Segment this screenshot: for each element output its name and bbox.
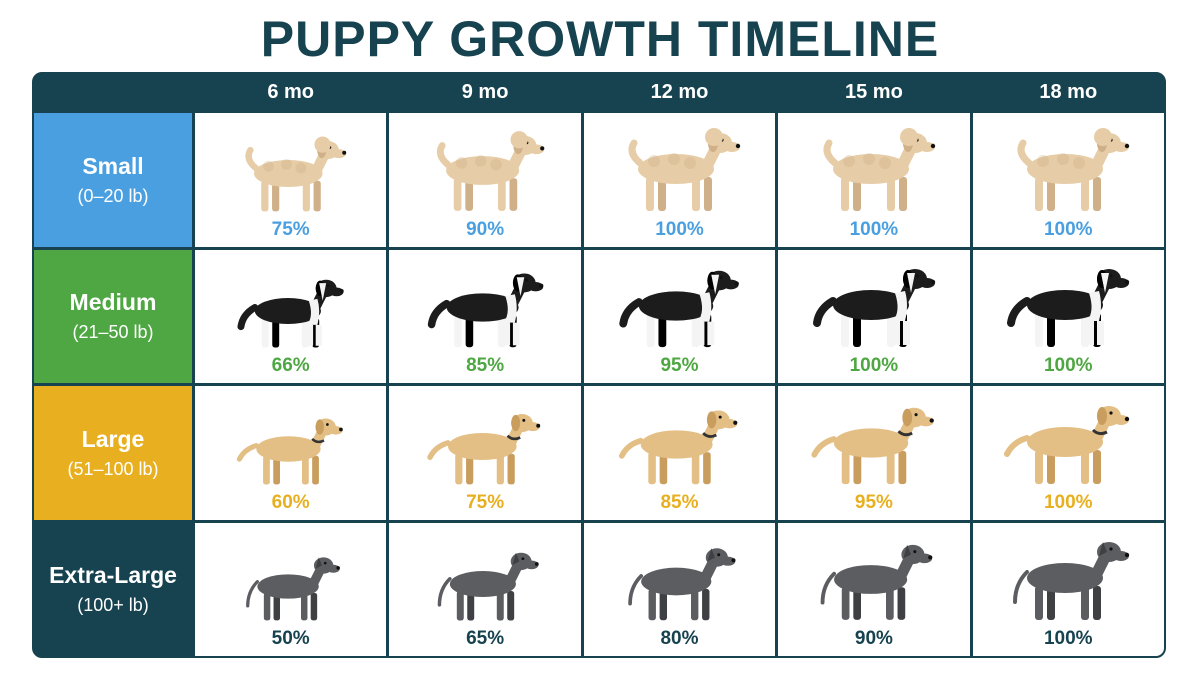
growth-percent: 65%: [466, 628, 505, 649]
growth-percent: 100%: [849, 218, 899, 240]
growth-cell-large-15mo: 95%: [778, 386, 970, 520]
weight-range: (21–50 lb): [72, 322, 154, 343]
growth-percent: 95%: [854, 491, 893, 513]
column-header-12mo: 12 mo: [583, 74, 776, 110]
border-collie-dog-icon: [1003, 259, 1133, 351]
poodle-mix-dog-icon: [423, 126, 548, 215]
row-header-extra-large: Extra-Large (100+ lb): [34, 522, 192, 656]
size-name: Extra-Large: [49, 562, 177, 589]
growth-cell-extra-large-12mo: 80%: [583, 522, 776, 656]
size-name: Large: [81, 425, 145, 452]
growth-cell-medium-6mo: 66%: [195, 249, 387, 383]
labrador-dog-icon: [618, 401, 741, 488]
growth-percent: 75%: [466, 491, 505, 513]
growth-cell-extra-large-18mo: 100%: [972, 522, 1164, 656]
growth-cell-small-9mo: 90%: [389, 113, 581, 247]
poodle-mix-dog-icon: [809, 123, 939, 215]
great-dane-dog-icon: [619, 539, 739, 624]
labrador-dog-icon: [810, 398, 938, 488]
growth-cell-medium-18mo: 100%: [972, 249, 1164, 383]
poodle-mix-dog-icon: [1003, 123, 1133, 215]
growth-percent: 100%: [1043, 491, 1093, 513]
growth-percent: 75%: [271, 218, 310, 240]
growth-percent: 100%: [655, 218, 704, 240]
size-name: Medium: [69, 289, 157, 316]
great-dane-dog-icon: [238, 549, 343, 624]
growth-cell-small-15mo: 100%: [778, 113, 970, 247]
growth-cell-medium-12mo: 95%: [583, 249, 776, 383]
growth-percent: 100%: [849, 355, 899, 376]
growth-cell-extra-large-6mo: 50%: [195, 522, 387, 656]
growth-percent: 60%: [271, 491, 310, 513]
growth-percent: 95%: [660, 355, 699, 376]
column-header-9mo: 9 mo: [389, 74, 581, 110]
page-title: PUPPY GROWTH TIMELINE: [260, 11, 940, 67]
growth-cell-extra-large-9mo: 65%: [389, 522, 581, 656]
growth-percent: 85%: [466, 355, 505, 376]
poodle-mix-dog-icon: [614, 123, 744, 215]
growth-percent: 85%: [660, 491, 699, 513]
growth-percent: 80%: [660, 628, 699, 649]
row-header-large: Large (51–100 lb): [34, 386, 192, 520]
growth-cell-medium-9mo: 85%: [389, 249, 581, 383]
border-collie-dog-icon: [234, 271, 347, 351]
growth-percent: 90%: [854, 628, 893, 649]
labrador-dog-icon: [236, 410, 346, 488]
growth-percent: 90%: [466, 218, 505, 240]
border-collie-dog-icon: [809, 259, 939, 351]
row-header-medium: Medium (21–50 lb): [34, 249, 192, 383]
growth-percent: 100%: [1043, 218, 1093, 240]
weight-range: (51–100 lb): [67, 458, 159, 479]
column-header-18mo: 18 mo: [972, 74, 1164, 110]
great-dane-dog-icon: [1003, 532, 1133, 624]
growth-percent: 100%: [1043, 628, 1093, 649]
growth-percent: 100%: [1043, 355, 1093, 376]
growth-cell-medium-15mo: 100%: [778, 249, 970, 383]
growth-cell-small-6mo: 75%: [195, 113, 387, 247]
great-dane-dog-icon: [429, 544, 542, 624]
column-header-6mo: 6 mo: [195, 74, 387, 110]
header-corner: [34, 74, 192, 110]
labrador-dog-icon: [426, 405, 544, 488]
size-name: Small: [82, 152, 144, 179]
border-collie-dog-icon: [424, 264, 547, 351]
poodle-mix-dog-icon: [232, 132, 350, 215]
growth-cell-large-9mo: 75%: [389, 386, 581, 520]
weight-range: (100+ lb): [77, 595, 149, 616]
weight-range: (0–20 lb): [77, 185, 149, 206]
growth-cell-large-12mo: 85%: [583, 386, 776, 520]
border-collie-dog-icon: [615, 261, 743, 351]
growth-percent: 50%: [271, 628, 310, 649]
growth-percent: 66%: [271, 355, 310, 376]
growth-cell-large-18mo: 100%: [972, 386, 1164, 520]
growth-cell-extra-large-15mo: 90%: [778, 522, 970, 656]
growth-cell-small-12mo: 100%: [583, 113, 776, 247]
column-header-15mo: 15 mo: [778, 74, 970, 110]
row-header-small: Small (0–20 lb): [34, 113, 192, 247]
growth-cell-large-6mo: 60%: [195, 386, 387, 520]
growth-cell-small-18mo: 100%: [972, 113, 1164, 247]
growth-table: 6 mo 9 mo 12 mo 15 mo 18 mo Small (0–20 l…: [32, 72, 1166, 658]
labrador-dog-icon: [1003, 396, 1133, 488]
great-dane-dog-icon: [811, 535, 936, 624]
